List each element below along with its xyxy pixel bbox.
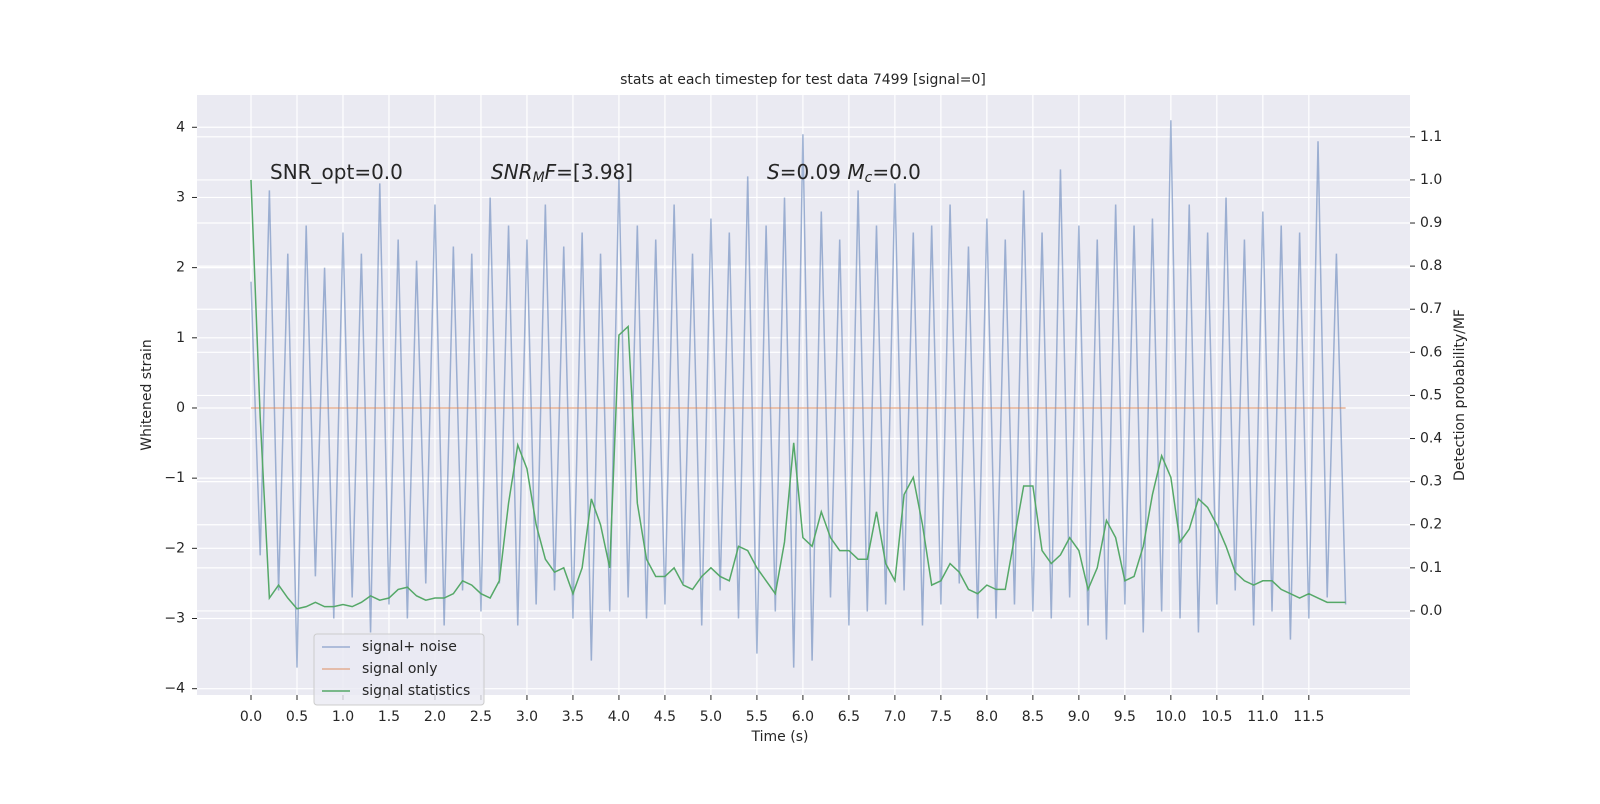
annotation: SNRMF=[3.98] [491,160,633,187]
legend: signal+ noise signal only signal statistic… [313,633,485,706]
legend-label: signal statistics [362,683,470,699]
y-tick-label: −1 [164,470,185,486]
x-tick-label: 7.5 [930,709,952,725]
y2-tick-label: 0.0 [1420,603,1442,619]
x-tick-label: 2.5 [470,709,492,725]
y-tick-label: 0 [176,400,185,416]
annotation: SNR_opt=0.0 [270,160,403,184]
annotation: S=0.09 Mc=0.0 [767,160,921,187]
x-tick-label: 10.0 [1155,709,1186,725]
x-tick-label: 1.5 [378,709,400,725]
annotation-part: =0.0 [872,160,921,184]
y2-tick-label: 1.1 [1420,129,1442,145]
y2-tick-label: 0.8 [1420,258,1442,274]
x-tick-label: 11.5 [1293,709,1324,725]
annotation-part: F [545,160,557,184]
x-tick-label: 5.5 [746,709,768,725]
y-tick-label: −2 [164,540,185,556]
x-tick-label: 3.0 [516,709,538,725]
series-line [250,120,1347,668]
y2-tick-label: 0.6 [1420,344,1442,360]
annotation-part: =[3.98] [556,160,633,184]
x-tick-label: 0.0 [240,709,262,725]
annotation-part: c [865,170,873,186]
y-tick-label: 4 [176,119,185,135]
x-tick-label: 10.5 [1201,709,1232,725]
x-tick-label: 4.5 [654,709,676,725]
x-tick-label: 2.0 [424,709,446,725]
x-tick-label: 9.0 [1068,709,1090,725]
y2-axis-label: Detection probability/MF [1452,309,1468,481]
y2-tick-label: 0.1 [1420,560,1442,576]
series-line [250,179,1346,610]
x-tick-label: 6.0 [792,709,814,725]
y-tick-label: 1 [176,330,185,346]
y2-tick-label: 1.0 [1420,172,1442,188]
x-tick-label: 1.0 [332,709,354,725]
x-tick-label: 5.0 [700,709,722,725]
x-tick-label: 6.5 [838,709,860,725]
y-tick-label: 2 [176,260,185,276]
y2-tick-label: 0.9 [1420,215,1442,231]
annotation-part: =0.09 [780,160,848,184]
y2-tick-label: 0.3 [1420,474,1442,490]
x-tick-label: 9.5 [1114,709,1136,725]
annotation-part: S [767,160,780,184]
legend-label: signal only [362,661,437,677]
y-axis-label: Whitened strain [139,339,155,450]
legend-box [313,633,485,706]
y2-tick-label: 0.5 [1420,387,1442,403]
y2-tick-label: 0.2 [1420,517,1442,533]
y-tick-label: 3 [176,189,185,205]
x-tick-label: 8.0 [976,709,998,725]
x-axis-label: Time (s) [751,729,809,745]
y-tick-label: −4 [164,681,185,697]
chart-title: stats at each timestep for test data 749… [620,72,986,88]
annotation-part: SNR_opt=0.0 [270,160,403,184]
x-tick-label: 4.0 [608,709,630,725]
annotation-part: SNR [491,160,533,184]
annotation-part: M [847,160,864,184]
y-tick-label: −3 [164,611,185,627]
y2-tick-label: 0.7 [1420,301,1442,317]
x-tick-label: 0.5 [286,709,308,725]
x-tick-label: 11.0 [1247,709,1278,725]
annotation-part: M [533,170,545,186]
legend-label: signal+ noise [362,639,457,655]
y2-tick-label: 0.4 [1420,431,1442,447]
x-tick-label: 3.5 [562,709,584,725]
x-tick-label: 8.5 [1022,709,1044,725]
x-tick-label: 7.0 [884,709,906,725]
